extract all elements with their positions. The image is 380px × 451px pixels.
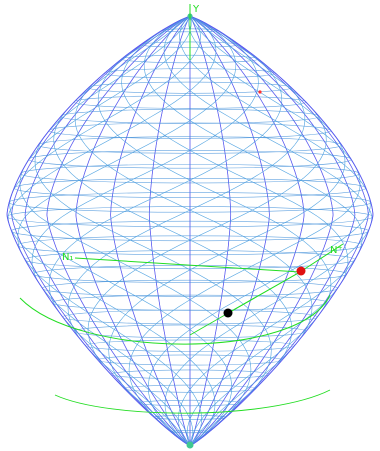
meridian-line <box>189 15 232 447</box>
helix-line <box>34 15 272 447</box>
meridian-line <box>189 15 356 447</box>
right-axis <box>299 243 344 273</box>
helix-line <box>31 15 259 447</box>
helix-line <box>128 15 361 447</box>
meridian-line <box>11 15 191 447</box>
helix-line <box>9 15 233 447</box>
helix-line <box>67 15 306 447</box>
meridian-line <box>148 15 191 447</box>
meridian-line <box>189 15 356 447</box>
helix-line <box>121 15 349 447</box>
equator-axis <box>74 257 301 273</box>
meridian-line <box>24 15 191 447</box>
axis-label-left: N₁ <box>62 252 74 263</box>
helix-line <box>34 15 272 447</box>
axis-label-right: N⁺ <box>330 245 343 256</box>
black-point <box>223 308 233 318</box>
helix-line <box>67 15 306 447</box>
helix-line <box>128 15 361 447</box>
meridian-line <box>110 15 191 447</box>
bottom-pole <box>186 441 194 449</box>
inner-green-line <box>189 271 301 336</box>
meridian-line <box>189 15 369 447</box>
meridian-line <box>24 15 191 447</box>
helix-line <box>17 15 237 447</box>
helix-line <box>19 15 252 447</box>
helix-line <box>74 15 313 447</box>
helix-line <box>108 15 346 447</box>
helix-line <box>108 15 346 447</box>
axis-lines <box>19 4 344 414</box>
meridian-line <box>148 15 191 447</box>
helix-line <box>147 15 371 447</box>
helix-line <box>121 15 349 447</box>
lower-green-curve <box>19 294 331 345</box>
marked-points <box>223 90 306 318</box>
meridian-line <box>75 15 191 447</box>
helix-line <box>31 15 259 447</box>
meridian-line <box>189 15 232 447</box>
small-red-marker <box>258 90 262 94</box>
helix-line <box>9 15 233 447</box>
bottom-green-curve <box>54 389 331 414</box>
helix-line <box>19 15 252 447</box>
axis-label-top: Y <box>192 4 200 15</box>
red-point <box>296 266 306 276</box>
meridian-line <box>189 15 305 447</box>
helix-line <box>147 15 371 447</box>
meridian-line <box>11 15 191 447</box>
meridian-line <box>189 15 369 447</box>
meridian-line <box>46 15 191 447</box>
meridian-line <box>189 15 270 447</box>
wireframe-mesh <box>6 13 374 449</box>
helix-line <box>74 15 313 447</box>
meridian-line <box>189 15 334 447</box>
